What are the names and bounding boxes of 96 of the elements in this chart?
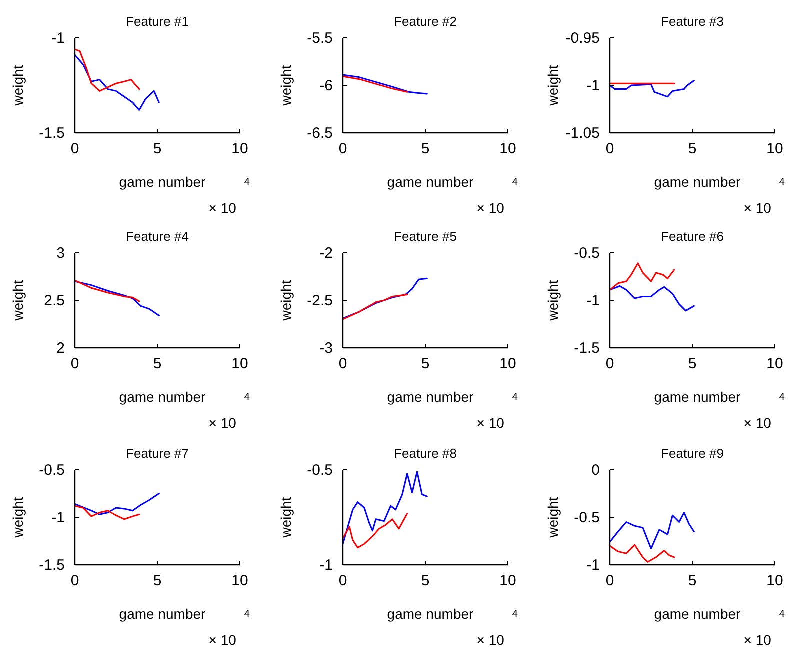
- x-tick-label: 0: [606, 356, 614, 373]
- x-axis-title: game number: [654, 174, 742, 190]
- y-axis-title: weight: [545, 280, 561, 322]
- line-series: [74, 48, 140, 92]
- chart-title: Feature #2: [394, 14, 457, 29]
- x-tick-label: 0: [70, 572, 80, 590]
- line-series: [609, 544, 676, 563]
- line-series: [74, 493, 160, 516]
- line-series: [342, 278, 428, 320]
- y-tick-label: -1.5: [574, 340, 600, 357]
- x-tick-label: 10: [232, 572, 248, 590]
- y-tick-label: 2: [56, 340, 65, 357]
- y-tick-label: -1: [52, 30, 65, 47]
- x-axis-title: game number: [119, 606, 206, 622]
- line-series: [609, 262, 676, 291]
- line-series: [609, 286, 695, 312]
- y-axis-title: weight: [10, 497, 26, 539]
- x-tick-label: 10: [766, 140, 784, 158]
- y-tick-label: -1: [52, 509, 65, 526]
- y-tick-label: -0.95: [566, 30, 600, 47]
- y-axis-title: weight: [278, 65, 294, 107]
- chart-title: Feature #1: [126, 14, 189, 29]
- x-axis-title: game number: [119, 389, 206, 405]
- chart-title: Feature #5: [394, 229, 457, 244]
- y-tick-label: -0.5: [39, 462, 65, 479]
- y-tick-label: -1: [320, 556, 333, 574]
- chart-title: Feature #4: [126, 229, 189, 244]
- chart-title: Feature #7: [126, 446, 189, 461]
- y-axis-title: weight: [10, 280, 26, 322]
- x-tick-label: 0: [606, 572, 614, 590]
- x-tick-label: 5: [688, 356, 697, 373]
- x-tick-label: 10: [232, 356, 248, 373]
- y-tick-label: -0.5: [574, 244, 600, 262]
- line-series: [74, 280, 140, 302]
- x-axis-title: game number: [119, 174, 206, 190]
- line-series: [342, 76, 408, 93]
- chart-title: Feature #9: [661, 446, 724, 461]
- line-series: [342, 74, 428, 95]
- x-axis-title: game number: [387, 174, 474, 190]
- x-tick-label: 0: [70, 140, 80, 158]
- x-tick-label: 5: [421, 140, 430, 158]
- line-series: [342, 471, 428, 545]
- x-tick-label: 5: [421, 356, 430, 373]
- y-axis-title: weight: [278, 497, 294, 539]
- x-axis-title: game number: [387, 389, 474, 405]
- y-axis-title: weight: [545, 65, 561, 107]
- y-tick-label: -1: [586, 292, 600, 310]
- x-tick-label: 10: [500, 356, 516, 373]
- line-series: [342, 512, 408, 549]
- x-axis-title: game number: [654, 389, 742, 405]
- y-tick-label: -2: [320, 244, 333, 262]
- x-tick-label: 5: [153, 356, 162, 373]
- x-tick-label: 5: [688, 572, 697, 590]
- x-axis-title: game number: [654, 606, 742, 622]
- x-tick-label: 0: [70, 356, 80, 373]
- x-tick-label: 10: [766, 356, 784, 373]
- x-tick-label: 0: [338, 140, 348, 158]
- line-series: [609, 80, 695, 98]
- y-tick-label: -6: [320, 77, 333, 94]
- y-tick-label: -1: [586, 556, 600, 574]
- x-tick-label: 0: [606, 140, 614, 158]
- x-tick-label: 10: [232, 140, 248, 158]
- y-tick-label: 3: [56, 244, 65, 262]
- chart-title: Feature #3: [661, 14, 724, 29]
- y-tick-label: 0: [592, 462, 600, 479]
- x-tick-label: 10: [766, 572, 784, 590]
- x-tick-label: 0: [338, 572, 348, 590]
- y-axis-title: weight: [545, 497, 561, 539]
- x-tick-label: 5: [153, 140, 162, 158]
- x-tick-label: 5: [688, 140, 697, 158]
- y-tick-label: -5.5: [307, 30, 333, 47]
- x-axis-title: game number: [387, 606, 474, 622]
- line-series: [74, 54, 160, 111]
- x-tick-label: 5: [153, 572, 162, 590]
- y-axis-title: weight: [278, 280, 294, 322]
- y-axis-title: weight: [10, 65, 26, 107]
- line-series: [74, 280, 160, 316]
- x-tick-label: 10: [500, 140, 516, 158]
- chart-title: Feature #8: [394, 446, 457, 461]
- y-tick-label: -1.5: [39, 124, 65, 142]
- y-tick-label: -1: [586, 77, 600, 94]
- x-tick-label: 0: [338, 356, 348, 373]
- line-series: [342, 294, 408, 320]
- y-tick-label: -0.5: [307, 462, 333, 479]
- y-tick-label: -0.5: [574, 509, 600, 526]
- y-tick-label: 2.5: [44, 292, 65, 310]
- chart-title: Feature #6: [661, 229, 724, 244]
- x-tick-label: 10: [500, 572, 516, 590]
- y-tick-label: -6.5: [307, 124, 333, 142]
- y-tick-label: -3: [320, 340, 333, 357]
- line-series: [609, 512, 695, 550]
- x-tick-label: 5: [421, 572, 430, 590]
- y-tick-label: -2.5: [307, 292, 333, 310]
- y-tick-label: -1.5: [39, 556, 65, 574]
- y-tick-label: -1.05: [566, 124, 600, 142]
- line-series: [74, 505, 140, 520]
